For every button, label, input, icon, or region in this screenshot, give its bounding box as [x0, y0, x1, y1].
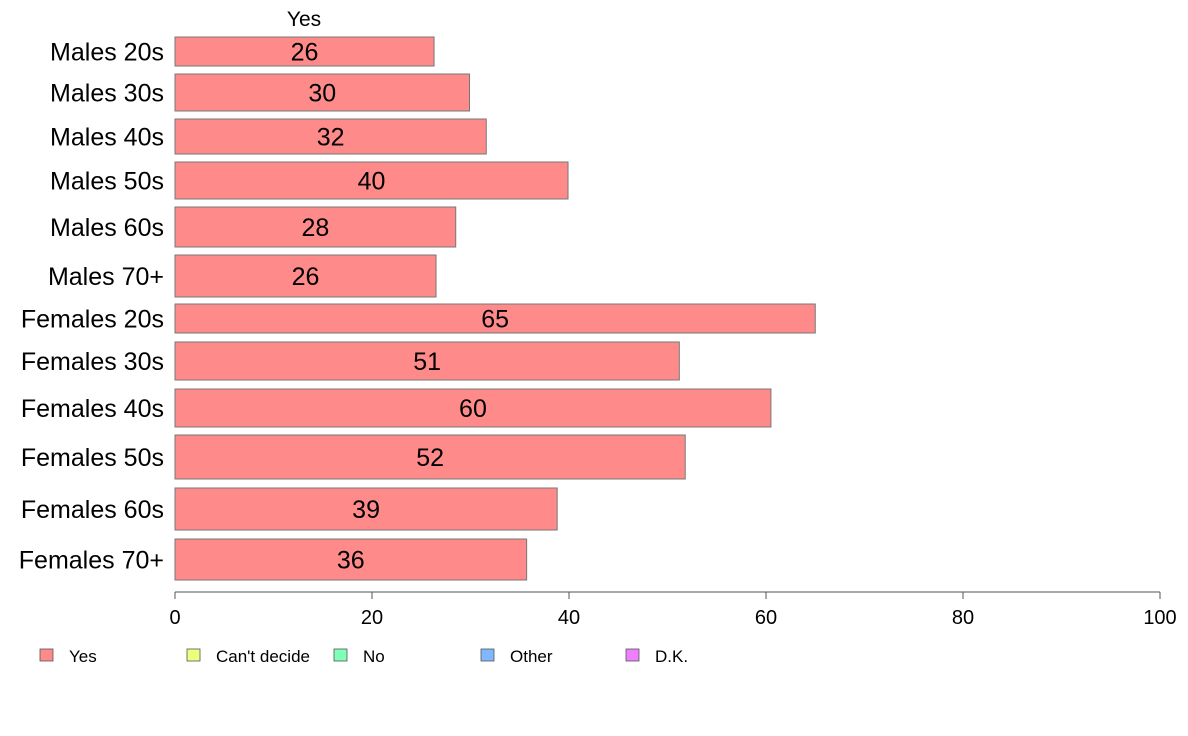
bar-value-label: 28	[301, 214, 329, 242]
bar-value-label: 51	[413, 348, 441, 376]
category-label: Males 30s	[50, 80, 164, 108]
category-label: Females 60s	[21, 496, 164, 524]
legend: Yes Can't decide No Other D.K.	[39, 647, 688, 666]
legend-label: Other	[510, 647, 553, 666]
bar-value-label: 65	[481, 306, 509, 334]
x-tick-label: 40	[558, 607, 580, 629]
bar	[174, 538, 528, 581]
series-header-label: Yes	[287, 8, 321, 31]
category-label: Males 20s	[50, 39, 164, 67]
bar	[174, 487, 558, 531]
category-label: Females 40s	[21, 395, 164, 423]
legend-label: Yes	[69, 647, 97, 666]
bar-value-label: 39	[352, 496, 380, 524]
bar	[174, 36, 435, 67]
bar-value-label: 52	[416, 444, 444, 472]
x-tick-label: 0	[169, 607, 180, 629]
bar-value-label: 40	[358, 168, 386, 196]
bar	[174, 303, 816, 334]
category-label: Females 20s	[21, 306, 164, 334]
bar-value-label: 26	[291, 39, 319, 67]
bar	[174, 73, 471, 112]
bars-group: 26 Males 20s 30 Males 30s 32 Males 40s 40 Males…	[19, 36, 816, 581]
legend-swatch	[39, 648, 54, 662]
legend-label: No	[363, 647, 385, 666]
category-label: Males 70+	[48, 263, 164, 291]
legend-swatch	[625, 648, 640, 662]
x-tick-label: 80	[952, 607, 974, 629]
x-tick-label: 20	[361, 607, 383, 629]
x-tick-label: 100	[1143, 607, 1176, 629]
bar	[174, 118, 487, 155]
bar-value-label: 60	[459, 395, 487, 423]
bar	[174, 341, 680, 381]
legend-swatch	[186, 648, 201, 662]
category-label: Females 70+	[19, 547, 164, 575]
category-label: Females 30s	[21, 348, 164, 376]
bar-value-label: 36	[337, 547, 365, 575]
bar	[174, 388, 772, 428]
x-axis: 0 20 40 60 80 100	[169, 591, 1177, 629]
legend-label: D.K.	[655, 647, 688, 666]
bar-value-label: 32	[317, 124, 345, 152]
bar	[174, 254, 437, 298]
legend-swatch	[480, 648, 495, 662]
category-label: Males 50s	[50, 168, 164, 196]
category-label: Males 40s	[50, 124, 164, 152]
legend-label: Can't decide	[216, 647, 310, 666]
bar	[174, 206, 457, 248]
bar-value-label: 26	[292, 263, 320, 291]
bar	[174, 161, 569, 200]
bar-value-label: 30	[308, 80, 336, 108]
x-tick-label: 60	[755, 607, 777, 629]
legend-swatch	[333, 648, 348, 662]
category-label: Females 50s	[21, 444, 164, 472]
category-label: Males 60s	[50, 214, 164, 242]
bar	[174, 434, 686, 480]
